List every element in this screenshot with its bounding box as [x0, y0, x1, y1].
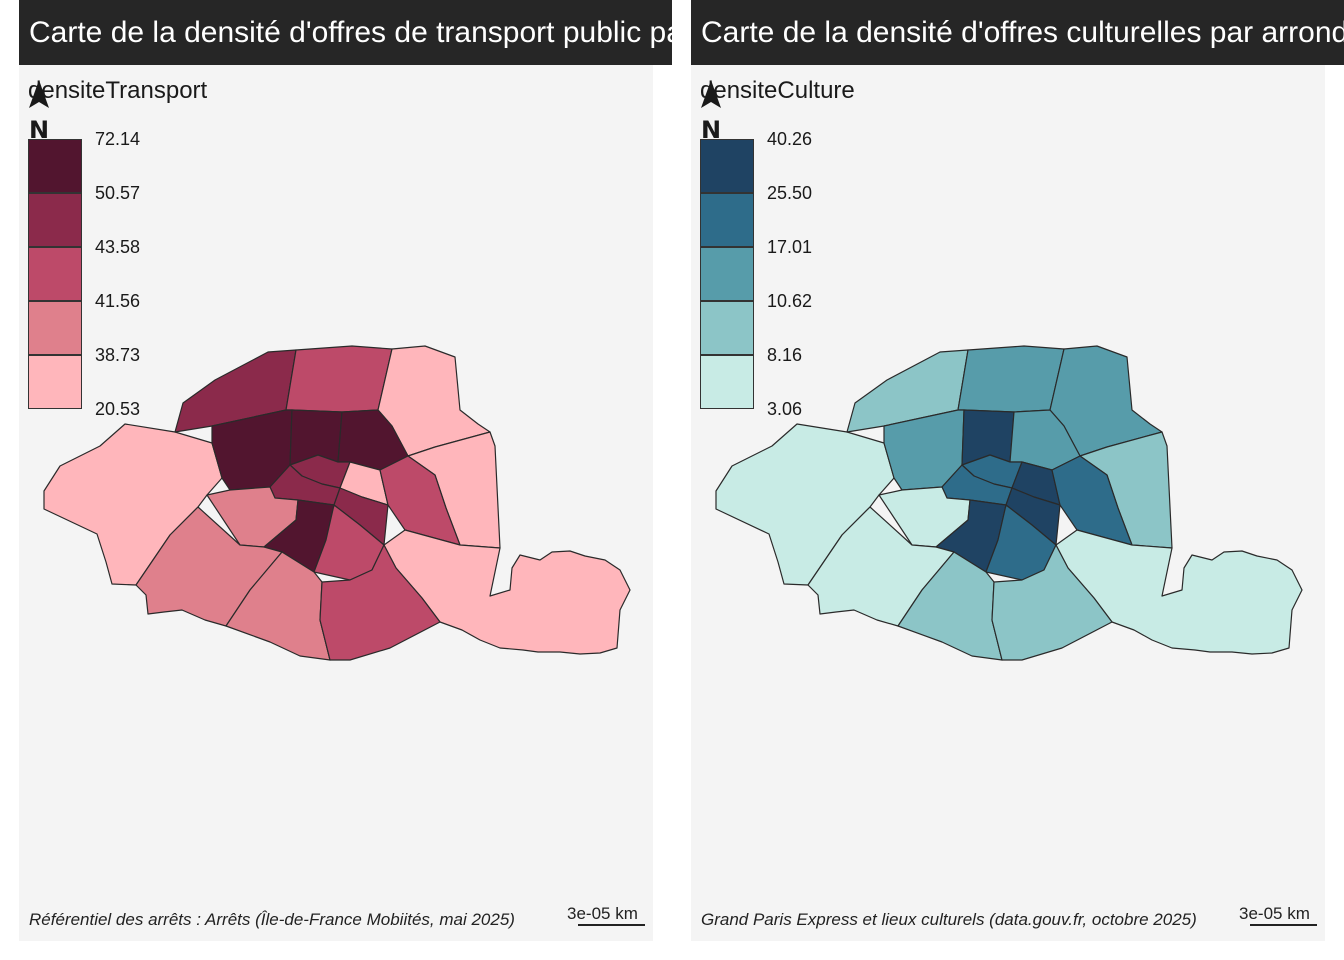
region-arr18	[957, 345, 1065, 413]
choropleth-map	[715, 345, 1303, 661]
legend-break-label: 38.73	[95, 345, 141, 365]
region-arr12	[383, 529, 631, 655]
legend-title: densiteTransport	[28, 77, 208, 104]
scale-label: 3e-05 km	[567, 904, 638, 923]
north-label: N	[29, 116, 49, 142]
scale-bar	[1250, 924, 1317, 926]
region-arr14	[225, 551, 331, 661]
scale-label: 3e-05 km	[1239, 904, 1310, 923]
choropleth-map	[43, 345, 631, 661]
legend-swatch	[28, 193, 82, 247]
legend-break-label: 25.50	[767, 183, 813, 203]
legend-break-label: 10.62	[767, 291, 813, 311]
legend-swatch	[700, 193, 754, 247]
north-label: N	[701, 116, 721, 142]
source-caption: Grand Paris Express et lieux culturels (…	[701, 910, 1197, 929]
legend-break-label: 8.16	[767, 345, 803, 365]
map-panel-transport: Carte de la densité d'offres de transpor…	[19, 0, 672, 941]
region-arr16	[43, 423, 223, 586]
region-arr14	[897, 551, 1003, 661]
legend-title: densiteCulture	[700, 77, 855, 104]
legend-swatch	[700, 301, 754, 355]
map-panel-culture: Carte de la densité d'offres culturelles…	[672, 0, 1344, 960]
region-arr12	[1055, 529, 1303, 655]
legend-swatch	[700, 139, 754, 193]
north-arrow-icon: N	[29, 80, 49, 142]
source-caption: Référentiel des arrêts : Arrêts (Île-de-…	[29, 910, 515, 929]
region-arr18	[285, 345, 393, 413]
legend-swatch	[28, 301, 82, 355]
legend-swatch	[700, 247, 754, 301]
legend-break-label: 3.06	[767, 399, 803, 419]
map-title: Carte de la densité d'offres de transpor…	[19, 0, 672, 65]
legend-break-label: 41.56	[95, 291, 141, 311]
scale-bar	[578, 924, 645, 926]
region-arr13	[319, 544, 441, 661]
legend-break-label: 43.58	[95, 237, 141, 257]
region-arr13	[991, 544, 1113, 661]
map-title: Carte de la densité d'offres culturelles…	[691, 0, 1344, 65]
legend-break-label: 20.53	[95, 399, 141, 419]
legend-swatch	[28, 139, 82, 193]
legend-break-label: 40.26	[767, 129, 813, 149]
legend-break-label: 50.57	[95, 183, 141, 203]
region-arr16	[715, 423, 895, 586]
legend-swatch	[700, 355, 754, 409]
north-arrow-icon: N	[701, 80, 721, 142]
legend-break-label: 72.14	[95, 129, 141, 149]
legend-swatch	[28, 355, 82, 409]
legend-break-label: 17.01	[767, 237, 813, 257]
legend-swatch	[28, 247, 82, 301]
